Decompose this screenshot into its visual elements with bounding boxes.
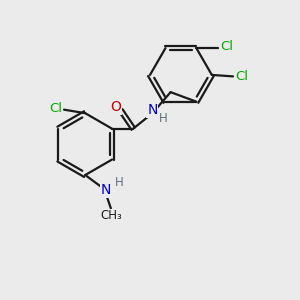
Text: O: O xyxy=(110,100,121,114)
Text: H: H xyxy=(159,112,168,125)
Text: Cl: Cl xyxy=(49,102,62,115)
Text: CH₃: CH₃ xyxy=(100,209,122,223)
Text: Cl: Cl xyxy=(236,70,248,83)
Text: H: H xyxy=(115,176,124,189)
Text: Cl: Cl xyxy=(220,40,233,53)
Text: N: N xyxy=(100,183,111,197)
Text: N: N xyxy=(147,103,158,117)
